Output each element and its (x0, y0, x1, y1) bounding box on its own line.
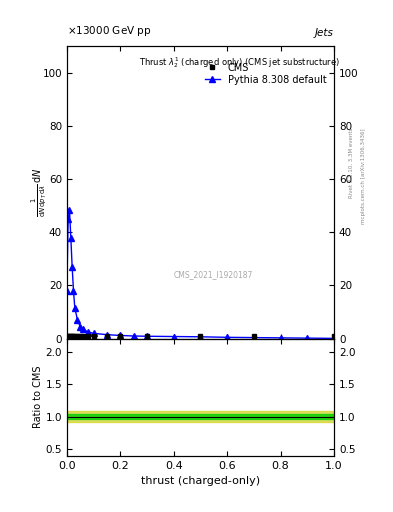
Pythia 8.308 default (131, 333, 136, 339)
Pythia 8.308 default (66, 216, 70, 222)
CMS (91, 333, 96, 339)
CMS (64, 333, 69, 339)
Pythia 8.308 default (68, 234, 73, 241)
CMS (78, 333, 83, 339)
Text: CMS_2021_I1920187: CMS_2021_I1920187 (174, 270, 253, 279)
CMS (70, 333, 75, 339)
Pythia 8.308 default (64, 288, 69, 294)
Pythia 8.308 default (75, 317, 80, 323)
CMS (252, 333, 256, 339)
CMS (75, 333, 80, 339)
Pythia 8.308 default (78, 324, 83, 330)
CMS (81, 333, 85, 339)
CMS (145, 333, 149, 339)
Text: mcplots.cern.ch [arXiv:1306.3436]: mcplots.cern.ch [arXiv:1306.3436] (361, 128, 366, 224)
CMS (67, 333, 72, 339)
Text: Jets: Jets (315, 28, 334, 38)
CMS (118, 333, 123, 339)
X-axis label: thrust (charged-only): thrust (charged-only) (141, 476, 260, 486)
CMS (72, 333, 77, 339)
Pythia 8.308 default (71, 288, 76, 294)
CMS (105, 333, 109, 339)
Pythia 8.308 default (332, 335, 336, 342)
CMS (86, 333, 90, 339)
Line: CMS: CMS (64, 333, 336, 338)
Pythia 8.308 default (145, 333, 149, 339)
CMS (66, 333, 70, 339)
Y-axis label: $\frac{1}{\mathrm{d}N\,\mathrm{d}p_T\,\mathrm{d}\lambda}\,\mathrm{d}N$: $\frac{1}{\mathrm{d}N\,\mathrm{d}p_T\,\m… (30, 167, 49, 217)
Legend: CMS, Pythia 8.308 default: CMS, Pythia 8.308 default (202, 60, 329, 88)
Pythia 8.308 default (171, 333, 176, 339)
Pythia 8.308 default (91, 330, 96, 336)
Pythia 8.308 default (198, 334, 203, 340)
Pythia 8.308 default (105, 332, 109, 338)
Pythia 8.308 default (70, 264, 75, 270)
CMS (68, 333, 73, 339)
Pythia 8.308 default (118, 332, 123, 338)
Text: Thrust $\lambda_{2}^{1}$ (charged only) (CMS jet substructure): Thrust $\lambda_{2}^{1}$ (charged only) … (139, 55, 340, 70)
Pythia 8.308 default (86, 329, 90, 335)
Pythia 8.308 default (225, 334, 230, 340)
Text: $\times$13000 GeV pp: $\times$13000 GeV pp (67, 25, 151, 38)
CMS (71, 333, 76, 339)
Pythia 8.308 default (252, 334, 256, 340)
Text: Rivet 3.1.10, 3.3M events: Rivet 3.1.10, 3.3M events (349, 128, 354, 198)
Pythia 8.308 default (67, 206, 72, 212)
CMS (332, 333, 336, 339)
Pythia 8.308 default (72, 305, 77, 311)
CMS (198, 333, 203, 339)
Line: Pythia 8.308 default: Pythia 8.308 default (64, 207, 337, 341)
Pythia 8.308 default (81, 326, 85, 332)
Y-axis label: Ratio to CMS: Ratio to CMS (33, 366, 42, 429)
Pythia 8.308 default (305, 335, 310, 341)
Pythia 8.308 default (278, 335, 283, 341)
